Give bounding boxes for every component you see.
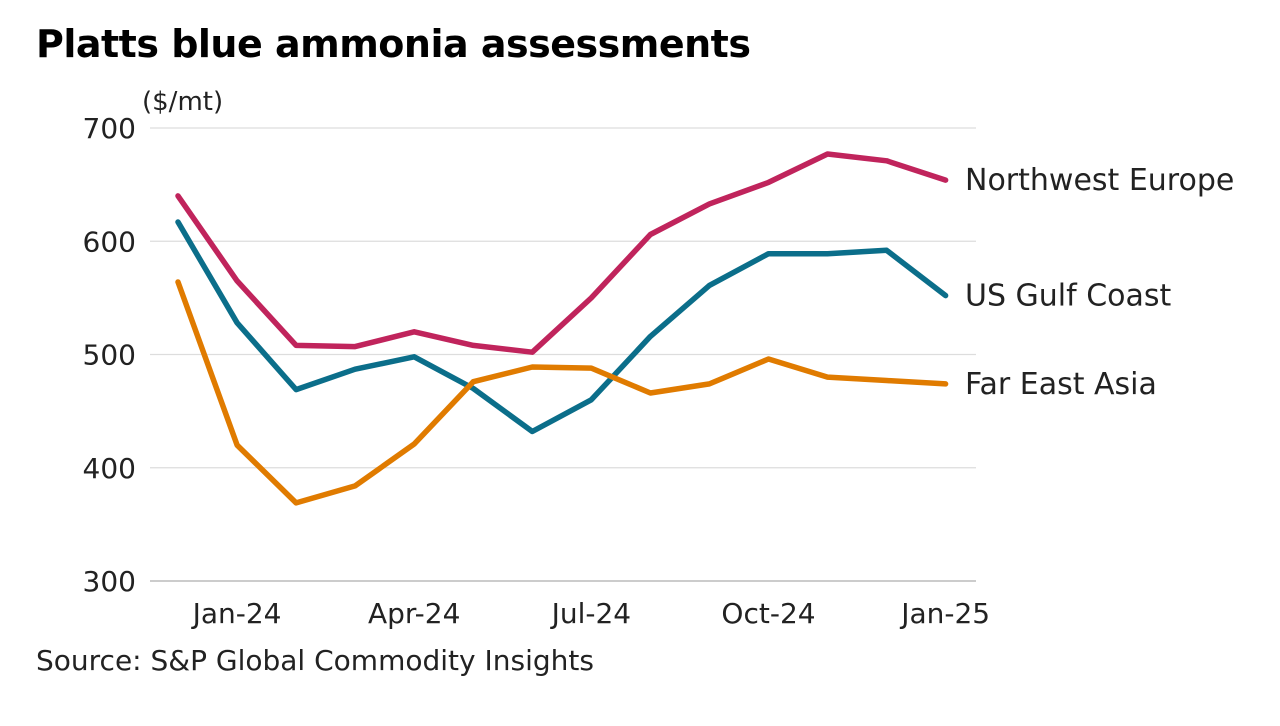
x-tick-label: Jan-25 bbox=[899, 597, 990, 630]
series-line bbox=[175, 151, 949, 355]
x-tick-label: Jan-24 bbox=[191, 597, 282, 630]
x-tick-label: Jul-24 bbox=[550, 597, 632, 630]
y-tick-label: 500 bbox=[83, 339, 136, 372]
y-tick-label: 300 bbox=[83, 565, 136, 598]
gridlines bbox=[150, 127, 976, 582]
series-label: Far East Asia bbox=[965, 367, 1157, 402]
x-tick-label: Oct-24 bbox=[721, 597, 815, 630]
source-note: Source: S&P Global Commodity Insights bbox=[36, 644, 594, 677]
y-tick-label: 600 bbox=[83, 225, 136, 258]
y-tick-label: 700 bbox=[83, 112, 136, 145]
x-tick-label: Apr-24 bbox=[368, 597, 460, 630]
chart-title: Platts blue ammonia assessments bbox=[36, 22, 751, 66]
series-line bbox=[175, 279, 949, 506]
series-labels: Northwest Europe US Gulf Coast Far East As… bbox=[965, 163, 1234, 402]
series-lines bbox=[175, 151, 949, 506]
y-axis-ticks: 300 400 500 600 700 bbox=[83, 112, 136, 598]
x-axis-ticks: Jan-24 Apr-24 Jul-24 Oct-24 Jan-25 bbox=[191, 597, 991, 630]
y-tick-label: 400 bbox=[83, 452, 136, 485]
y-axis-unit-label: ($/mt) bbox=[142, 87, 223, 117]
series-label: Northwest Europe bbox=[965, 163, 1234, 198]
line-chart: ($/mt) 300 400 500 600 700 Jan-24 Apr-24 Jul-2… bbox=[83, 87, 1235, 630]
series-label: US Gulf Coast bbox=[965, 279, 1172, 314]
series-line bbox=[175, 219, 949, 435]
